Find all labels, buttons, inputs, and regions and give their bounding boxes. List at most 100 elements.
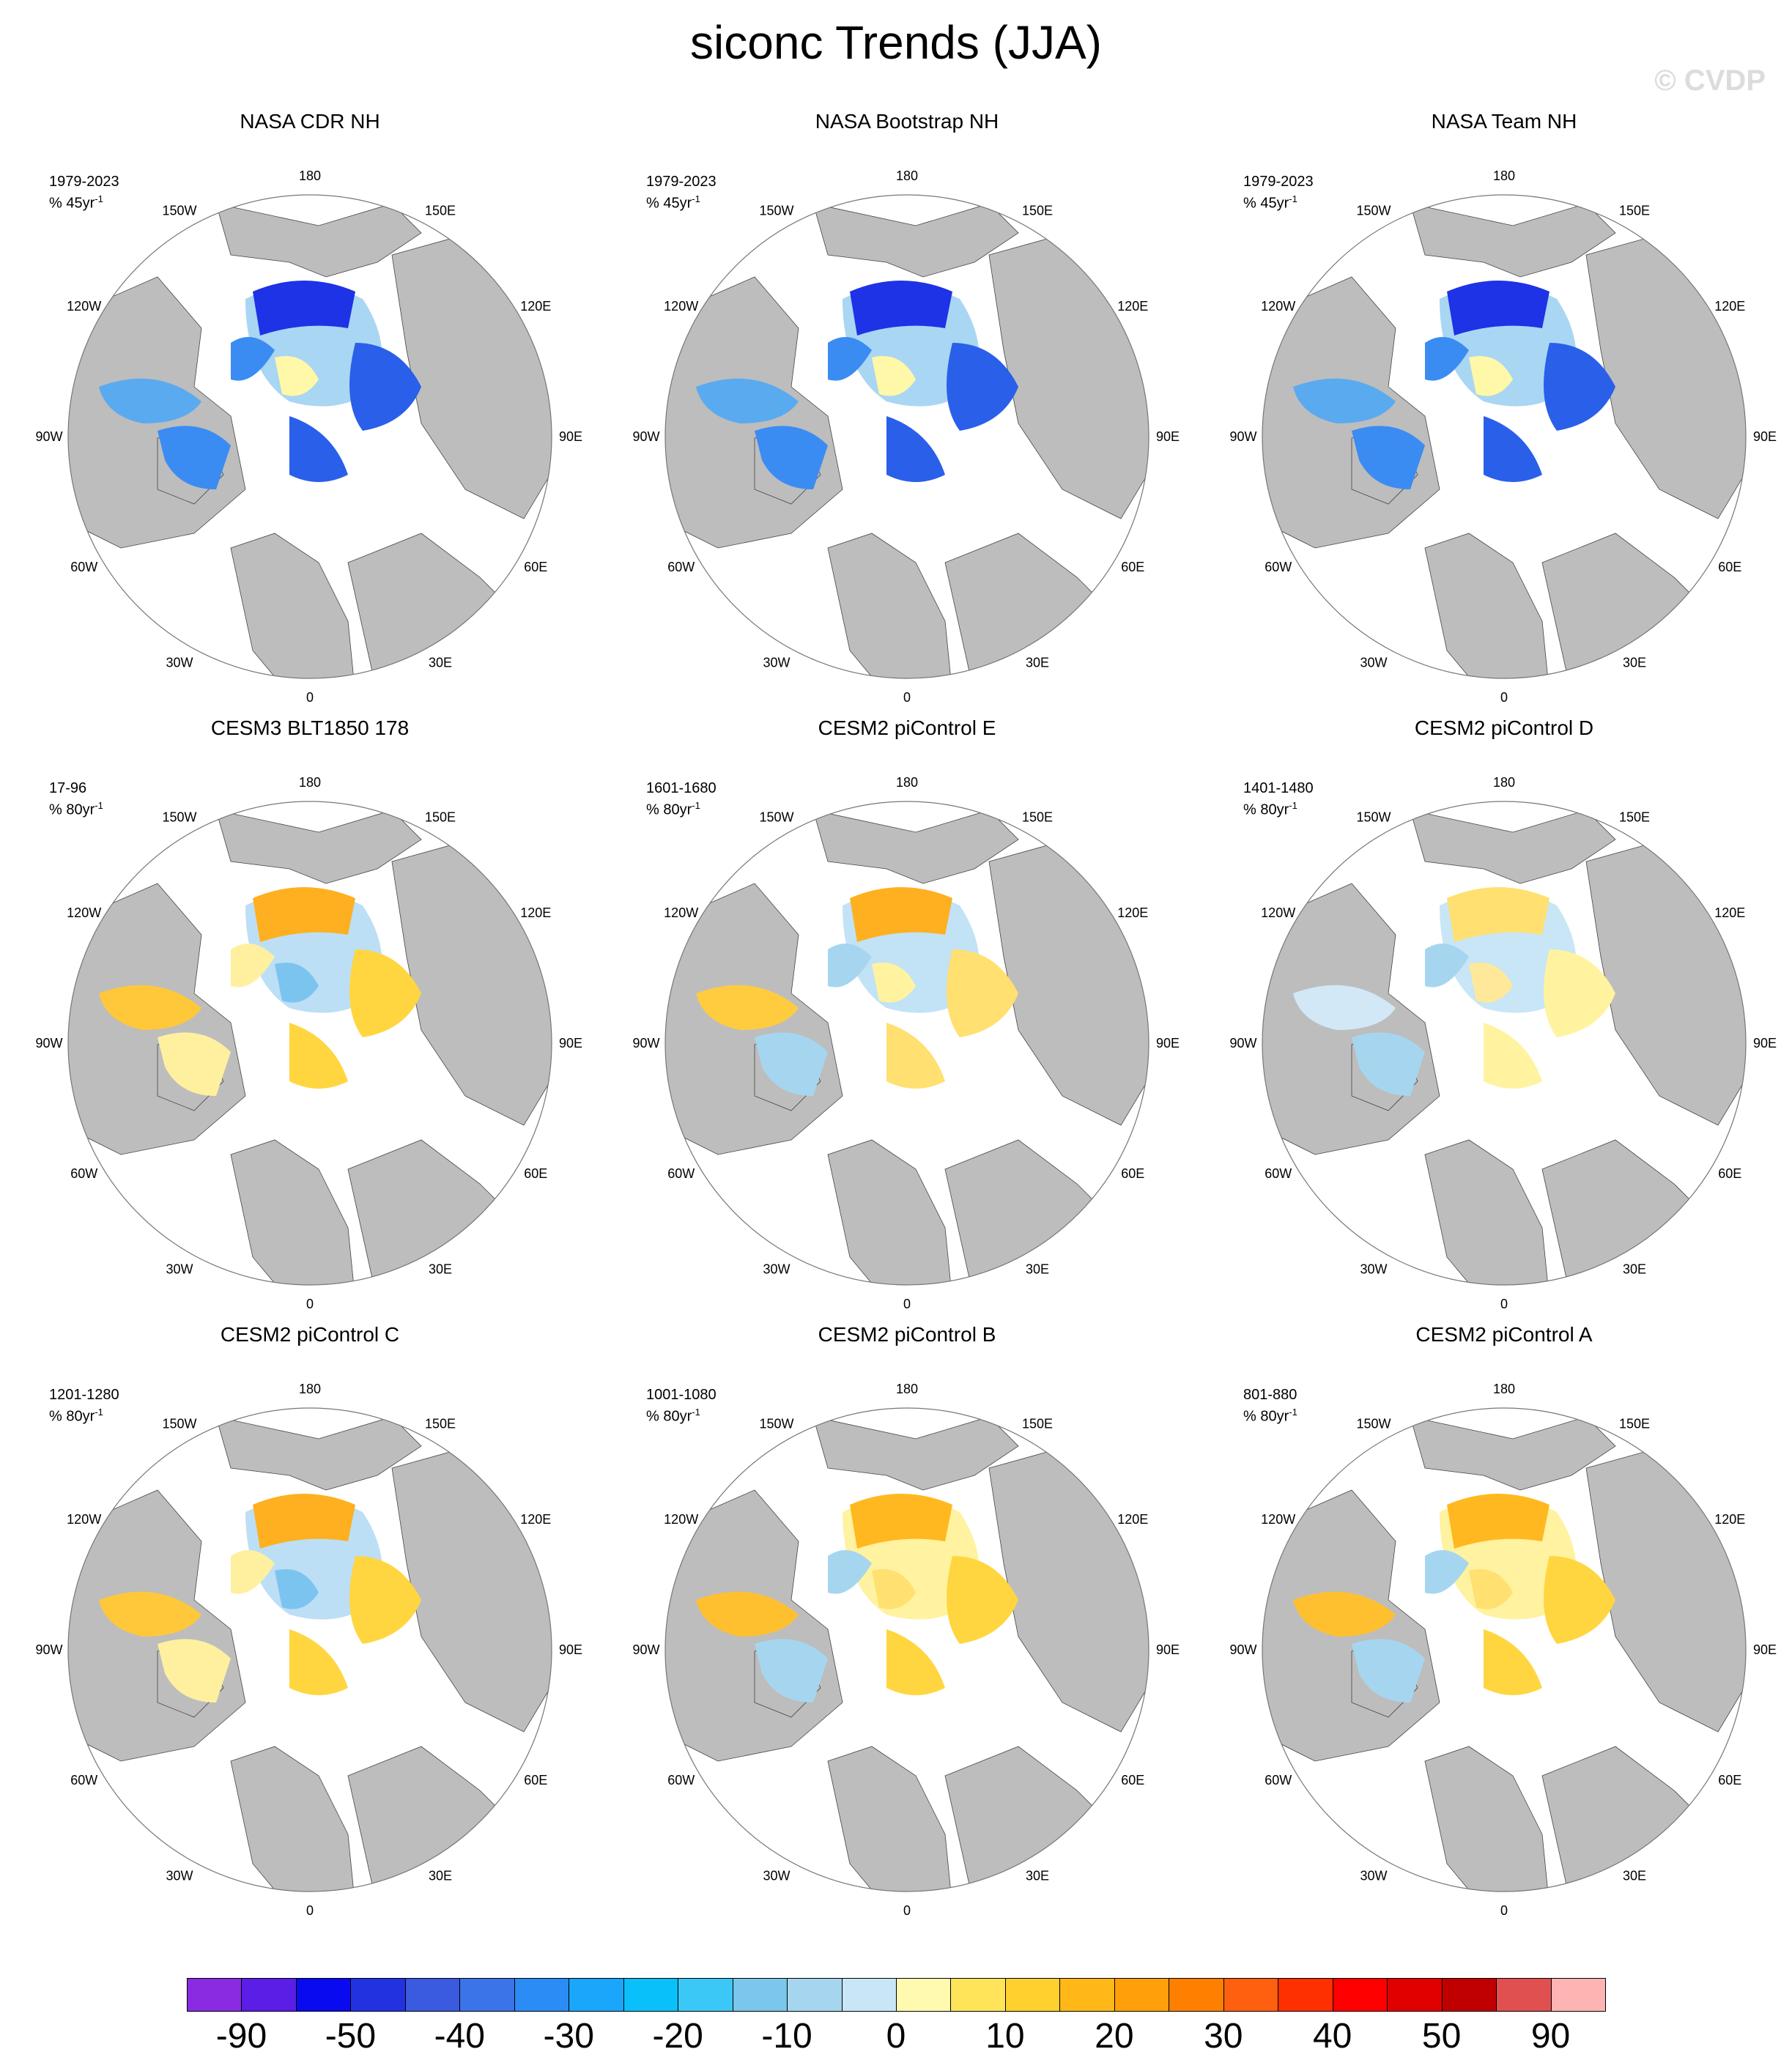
map-boundary — [1262, 194, 1747, 679]
longitude-label: 120W — [67, 299, 101, 314]
ice-trend-region — [99, 378, 201, 423]
colorbar-label: -40 — [434, 2017, 485, 2056]
map-boundary — [1262, 801, 1747, 1286]
longitude-label: 120E — [1117, 905, 1148, 920]
ice-trend-region — [349, 1556, 421, 1644]
longitude-label: 120E — [520, 299, 551, 314]
ice-trend-region — [349, 343, 421, 431]
ice-trend-region — [872, 963, 916, 1003]
colorbar-swatch — [1004, 1978, 1061, 2012]
ice-trend-region — [99, 985, 201, 1030]
longitude-label: 90E — [559, 429, 582, 444]
map-boundary — [67, 1407, 552, 1892]
land-mass — [230, 1746, 356, 1892]
panel-units: % 80yr-1 — [49, 800, 103, 818]
panel-units: % 80yr-1 — [1243, 1407, 1297, 1425]
colorbar-swatch — [1441, 1978, 1497, 2012]
longitude-label: 120W — [67, 905, 101, 920]
panel-units: % 45yr-1 — [646, 193, 700, 212]
ice-trend-region — [1484, 1023, 1542, 1089]
panel-title: CESM2 piControl A — [1415, 1323, 1593, 1346]
longitude-label: 180 — [299, 168, 321, 183]
ice-trend-region — [696, 378, 799, 423]
colorbar-swatch — [295, 1978, 352, 2012]
ice-trend-region — [1469, 963, 1513, 1003]
longitude-label: 150E — [1022, 810, 1053, 825]
longitude-label: 60W — [1265, 1773, 1292, 1787]
panel-units: % 80yr-1 — [49, 1407, 103, 1425]
longitude-label: 150E — [1022, 1417, 1053, 1431]
longitude-label: 60E — [1718, 1773, 1741, 1787]
longitude-label: 150W — [162, 204, 196, 218]
colorbar-swatch — [623, 1978, 679, 2012]
land-mass — [827, 533, 953, 678]
longitude-label: 150W — [162, 810, 196, 825]
panel-period: 1201-1280 — [49, 1387, 119, 1403]
longitude-label: 30E — [1623, 655, 1646, 670]
longitude-label: 180 — [896, 775, 918, 790]
ice-trend-region — [872, 1569, 916, 1609]
units-exponent: -1 — [1289, 193, 1297, 204]
longitude-label: 120W — [1261, 1512, 1295, 1527]
panel-title: CESM2 piControl D — [1414, 716, 1594, 739]
ice-trend-region — [828, 337, 872, 381]
longitude-label: 120E — [1117, 299, 1148, 314]
longitude-label: 60W — [667, 1166, 695, 1181]
ice-trend-region — [755, 426, 828, 489]
ice-trend-region — [231, 944, 275, 988]
ice-trend-region — [275, 963, 319, 1003]
colorbar-swatch — [787, 1978, 843, 2012]
polar-map: 180 150W 150E 120W 120E 90W 90E 60W 60E 30W 30E 0 — [632, 775, 1180, 1311]
land-mass — [1424, 533, 1550, 678]
longitude-label: 0 — [306, 690, 314, 705]
units-exponent: -1 — [1289, 800, 1297, 811]
ice-trend-region — [1352, 1639, 1425, 1703]
ice-trend-region — [828, 944, 872, 988]
units-exponent: -1 — [95, 193, 103, 204]
ice-trend-region — [1484, 1629, 1542, 1695]
longitude-label: 90E — [1156, 1642, 1180, 1657]
colorbar-swatch — [896, 1978, 952, 2012]
map-boundary — [664, 1407, 1149, 1892]
ice-trend-region — [755, 1032, 828, 1096]
longitude-label: 60E — [1121, 1166, 1144, 1181]
panel-period: 1001-1080 — [646, 1387, 717, 1403]
colorbar-swatch — [1169, 1978, 1224, 2012]
longitude-label: 150E — [425, 204, 456, 218]
units-exponent: -1 — [95, 1407, 103, 1418]
ice-trend-region — [158, 426, 231, 489]
ice-trend-region — [1352, 426, 1425, 489]
longitude-label: 0 — [1500, 690, 1508, 705]
ice-trend-region — [1425, 944, 1469, 988]
land-mass — [1424, 1139, 1550, 1285]
ice-trend-region — [886, 1629, 945, 1695]
longitude-label: 0 — [306, 1903, 314, 1918]
colorbar-swatch — [732, 1978, 788, 2012]
map-panel: 180 150W 150E 120W 120E 90W 90E 60W 60E 30W 30E 0 CE… — [1205, 715, 1792, 1322]
longitude-label: 30E — [429, 1262, 452, 1276]
longitude-label: 90W — [35, 429, 62, 444]
longitude-label: 60W — [70, 1773, 97, 1787]
longitude-label: 60E — [1121, 1773, 1144, 1787]
ice-trend-region — [231, 1550, 275, 1594]
colorbar-swatch — [1278, 1978, 1333, 2012]
colorbar-swatch — [459, 1978, 515, 2012]
longitude-label: 0 — [1500, 1903, 1508, 1918]
longitude-label: 150E — [1619, 204, 1650, 218]
longitude-label: 150E — [1619, 810, 1650, 825]
longitude-label: 150W — [1356, 1417, 1391, 1431]
longitude-label: 120W — [1261, 299, 1295, 314]
longitude-label: 30W — [1360, 1868, 1387, 1883]
watermark: © CVDP — [1654, 64, 1766, 97]
ice-trend-region — [947, 343, 1018, 431]
land-mass — [215, 203, 422, 278]
ice-trend-region — [850, 887, 952, 942]
ice-trend-region — [1352, 1032, 1425, 1096]
longitude-label: 0 — [903, 690, 911, 705]
ice-trend-region — [696, 1591, 799, 1637]
panel-period: 1979-2023 — [49, 174, 119, 190]
ice-trend-region — [289, 1023, 348, 1089]
colorbar-label: 90 — [1530, 2017, 1571, 2056]
ice-trend-region — [1425, 337, 1469, 381]
longitude-label: 120W — [664, 905, 698, 920]
